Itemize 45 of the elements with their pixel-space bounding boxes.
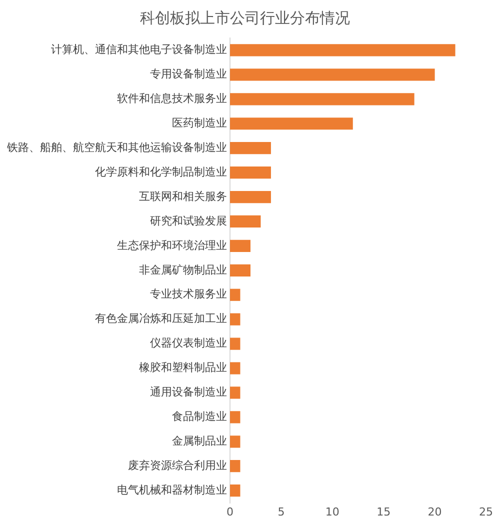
y-tick-label: 铁路、船舶、航空航天和其他运输设备制造业 bbox=[6, 140, 227, 154]
bar bbox=[230, 338, 240, 350]
y-tick-label: 研究和试验发展 bbox=[150, 214, 227, 228]
x-tick-label: 25 bbox=[479, 505, 493, 518]
bar bbox=[230, 93, 414, 106]
bar bbox=[230, 436, 240, 448]
y-tick-label: 有色金属冶炼和压延加工业 bbox=[95, 312, 227, 326]
bar bbox=[230, 264, 250, 276]
bar bbox=[230, 166, 271, 179]
bar bbox=[230, 118, 353, 130]
x-tick-label: 15 bbox=[376, 505, 391, 518]
y-tick-label: 通用设备制造业 bbox=[150, 386, 227, 399]
bar bbox=[230, 240, 250, 252]
bar bbox=[230, 288, 240, 301]
y-tick-label: 非金属矿物制品业 bbox=[139, 263, 227, 276]
x-tick-label: 0 bbox=[226, 505, 234, 518]
bar bbox=[230, 484, 240, 497]
y-tick-label: 仪器仪表制造业 bbox=[150, 336, 227, 350]
y-tick-label: 生态保护和环境治理业 bbox=[117, 238, 227, 252]
y-tick-label: 食品制造业 bbox=[172, 410, 227, 424]
bar bbox=[230, 190, 271, 204]
chart-title: 科创板拟上市公司行业分布情况 bbox=[140, 8, 350, 27]
y-tick-label: 化学原料和化学制品制造业 bbox=[95, 165, 227, 178]
x-tick-label: 20 bbox=[428, 505, 442, 518]
y-tick-label: 电气机械和器材制造业 bbox=[117, 483, 227, 496]
bar bbox=[230, 460, 240, 472]
bar bbox=[230, 362, 240, 374]
y-tick-label: 专用设备制造业 bbox=[150, 68, 227, 81]
y-tick-label: 专业技术服务业 bbox=[150, 288, 227, 301]
y-tick-label: 软件和信息技术服务业 bbox=[117, 92, 227, 106]
y-tick-label: 橡胶和塑料制品业 bbox=[139, 361, 227, 374]
bar bbox=[230, 386, 240, 399]
y-tick-label: 医药制造业 bbox=[172, 116, 227, 130]
bar bbox=[230, 68, 435, 81]
y-tick-label: 计算机、通信和其他电子设备制造业 bbox=[51, 43, 227, 56]
y-tick-label: 废弃资源综合利用业 bbox=[128, 458, 227, 472]
bar bbox=[230, 313, 240, 326]
bar bbox=[230, 411, 240, 424]
bar bbox=[230, 44, 456, 56]
bar bbox=[230, 215, 261, 228]
y-tick-label: 互联网和相关服务 bbox=[139, 190, 227, 203]
y-tick-label: 金属制品业 bbox=[172, 434, 227, 448]
bar bbox=[230, 142, 271, 154]
x-tick-label: 10 bbox=[325, 505, 340, 518]
x-tick-label: 5 bbox=[278, 505, 285, 518]
